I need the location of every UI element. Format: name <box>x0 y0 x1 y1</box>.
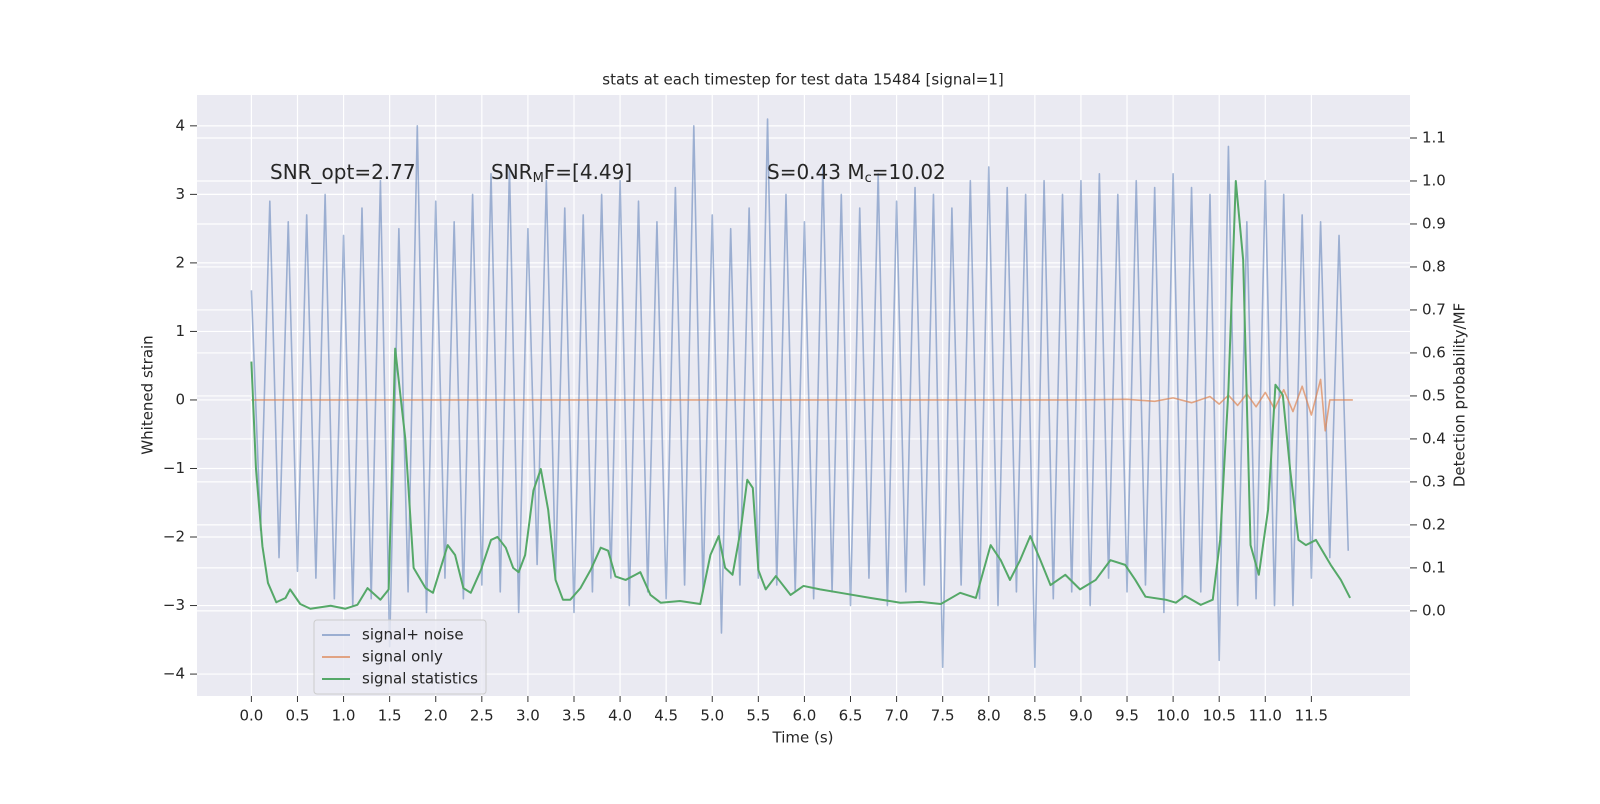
y-tick-label: 3 <box>175 185 185 203</box>
y2-tick-label: 0.9 <box>1422 214 1446 232</box>
legend-label: signal+ noise <box>362 626 464 644</box>
annotation-text: F=[4.49] <box>544 160 632 184</box>
x-tick-label: 2.0 <box>424 707 448 725</box>
x-tick-label: 6.5 <box>839 707 863 725</box>
y-tick-label: −4 <box>163 665 185 683</box>
x-tick-label: 2.5 <box>470 707 494 725</box>
y2-axis-label: Detection probability/MF <box>1451 303 1469 487</box>
y2-tick-label: 0.8 <box>1422 257 1446 275</box>
x-tick-label: 0.5 <box>286 707 310 725</box>
annotation-text: SNR <box>491 160 533 184</box>
y2-tick-label: 0.6 <box>1422 343 1446 361</box>
annotation-text: SNR_opt=2.77 <box>270 160 416 184</box>
y2-tick-label: 0.7 <box>1422 300 1446 318</box>
annotation: SNR_opt=2.77 <box>270 160 416 184</box>
x-tick-label: 3.5 <box>562 707 586 725</box>
x-tick-label: 7.0 <box>885 707 909 725</box>
annotation-text: =10.02 <box>872 160 946 184</box>
legend-box <box>313 619 487 695</box>
x-tick-label: 7.5 <box>931 707 955 725</box>
y2-tick-label: 0.3 <box>1422 472 1446 490</box>
x-axis-label: Time (s) <box>772 729 834 747</box>
x-tick-label: 8.5 <box>1023 707 1047 725</box>
x-tick-label: 4.5 <box>654 707 678 725</box>
x-tick-label: 1.0 <box>332 707 356 725</box>
y2-tick-label: 0.0 <box>1422 601 1446 619</box>
legend-label: signal only <box>362 648 443 666</box>
x-tick-label: 10.0 <box>1156 707 1189 725</box>
y2-tick-label: 0.5 <box>1422 386 1446 404</box>
x-tick-label: 3.0 <box>516 707 540 725</box>
x-tick-label: 1.5 <box>378 707 402 725</box>
y2-tick-label: 0.4 <box>1422 429 1446 447</box>
y-tick-label: −3 <box>163 596 185 614</box>
legend-label: signal statistics <box>362 670 478 688</box>
annotation: SNRMF=[4.49] <box>491 160 632 186</box>
legend: signal+ noise signal only signal statistic… <box>313 619 487 695</box>
x-tick-label: 10.5 <box>1202 707 1235 725</box>
x-tick-label: 0.0 <box>239 707 263 725</box>
x-tick-label: 5.0 <box>700 707 724 725</box>
y2-tick-label: 0.2 <box>1422 515 1446 533</box>
x-tick-label: 5.5 <box>746 707 770 725</box>
annotation: S=0.43 Mc=10.02 <box>767 160 946 186</box>
annotation-subscript: c <box>865 171 872 186</box>
y-tick-label: 4 <box>175 116 185 134</box>
annotation-subscript: M <box>533 171 544 186</box>
y-tick-label: 2 <box>175 253 185 271</box>
y-tick-label: −2 <box>163 528 185 546</box>
chart-title: stats at each timestep for test data 154… <box>602 71 1003 89</box>
y-tick-label: 1 <box>175 322 185 340</box>
x-tick-label: 11.0 <box>1249 707 1282 725</box>
y2-tick-label: 1.1 <box>1422 128 1446 146</box>
x-tick-label: 11.5 <box>1295 707 1328 725</box>
annotation-text: S=0.43 M <box>767 160 865 184</box>
series-line <box>250 179 1351 610</box>
series-line <box>250 118 1350 669</box>
y-axis-label: Whitened strain <box>139 335 157 454</box>
y2-tick-label: 0.1 <box>1422 558 1446 576</box>
y2-tick-label: 1.0 <box>1422 171 1446 189</box>
y-tick-label: −1 <box>163 459 185 477</box>
x-tick-label: 9.0 <box>1069 707 1093 725</box>
x-tick-label: 8.0 <box>977 707 1001 725</box>
y-tick-label: 0 <box>175 390 185 408</box>
series-line <box>251 378 1353 432</box>
x-tick-label: 4.0 <box>608 707 632 725</box>
x-tick-label: 6.0 <box>792 707 816 725</box>
x-tick-label: 9.5 <box>1115 707 1139 725</box>
